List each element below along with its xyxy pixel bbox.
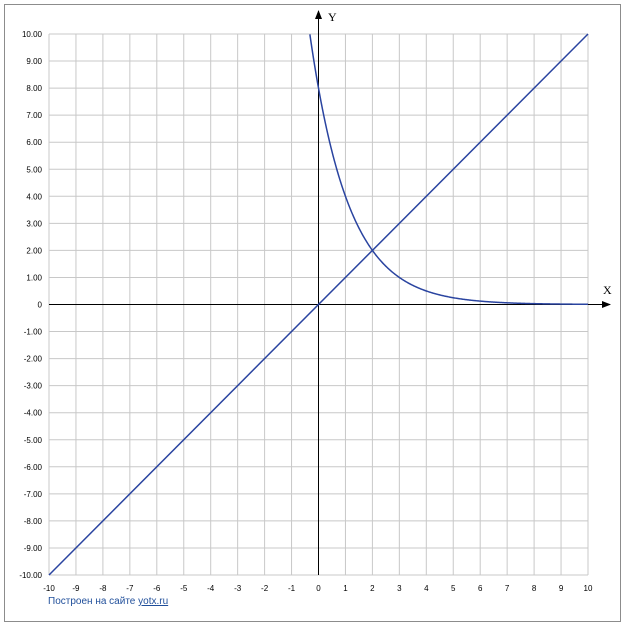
- y-tick-label: 0: [38, 301, 43, 310]
- y-tick-label: 2.00: [26, 246, 42, 255]
- tick-labels: -10 -9 -8 -7 -6 -5 -4 -3 -2 -1 0 1 2 3 4 5 6 7 8 9 1010.009.…: [19, 30, 593, 593]
- x-tick-label: 7: [505, 584, 510, 593]
- y-tick-label: 4.00: [26, 192, 42, 201]
- x-tick-label: 3: [397, 584, 402, 593]
- chart-frame: [4, 4, 621, 622]
- y-tick-label: -9.00: [24, 544, 43, 553]
- axes: [49, 10, 611, 575]
- credit-text: Построен на сайте: [48, 596, 136, 607]
- x-tick-label: -3: [234, 584, 242, 593]
- x-tick-label: -7: [126, 584, 134, 593]
- x-tick-label: -9: [72, 584, 80, 593]
- y-tick-label: -6.00: [24, 463, 43, 472]
- series-line-1: [48, 33, 589, 576]
- x-tick-label: 9: [559, 584, 564, 593]
- y-tick-label: -1.00: [24, 328, 43, 337]
- y-tick-label: 1.00: [26, 273, 42, 282]
- y-tick-label: -4.00: [24, 409, 43, 418]
- y-tick-label: -5.00: [24, 436, 43, 445]
- y-tick-label: 3.00: [26, 219, 42, 228]
- y-tick-label: 10.00: [22, 30, 43, 39]
- credit-link[interactable]: yotx.ru: [138, 596, 169, 607]
- x-tick-label: -8: [99, 584, 107, 593]
- x-axis-label: X: [603, 283, 612, 297]
- x-tick-label: -10: [43, 584, 55, 593]
- y-tick-label: 8.00: [26, 84, 42, 93]
- series-lines: [48, 33, 589, 576]
- y-tick-label: 7.00: [26, 111, 42, 120]
- y-tick-label: -7.00: [24, 490, 43, 499]
- y-tick-label: 6.00: [26, 138, 42, 147]
- x-tick-label: 6: [478, 584, 483, 593]
- x-tick-label: -2: [261, 584, 269, 593]
- y-tick-label: -2.00: [24, 355, 43, 364]
- x-tick-label: 1: [343, 584, 348, 593]
- y-tick-label: -8.00: [24, 517, 43, 526]
- x-axis-arrow: [602, 301, 611, 308]
- x-tick-label: -5: [180, 584, 188, 593]
- y-axis-arrow: [315, 10, 322, 19]
- y-tick-label: -3.00: [24, 382, 43, 391]
- credit-line: Построен на сайте yotx.ru: [48, 596, 168, 607]
- x-tick-label: 0: [316, 584, 321, 593]
- x-tick-label: -1: [288, 584, 296, 593]
- y-axis-label: Y: [328, 10, 337, 24]
- series-line-2: [309, 34, 589, 306]
- y-tick-label: -10.00: [19, 571, 42, 580]
- x-tick-label: 5: [451, 584, 456, 593]
- x-tick-label: -6: [153, 584, 161, 593]
- x-tick-label: 10: [584, 584, 593, 593]
- x-tick-label: 4: [424, 584, 429, 593]
- x-tick-label: 2: [370, 584, 375, 593]
- x-tick-label: -4: [207, 584, 215, 593]
- x-tick-label: 8: [532, 584, 537, 593]
- y-tick-label: 5.00: [26, 165, 42, 174]
- y-tick-label: 9.00: [26, 57, 42, 66]
